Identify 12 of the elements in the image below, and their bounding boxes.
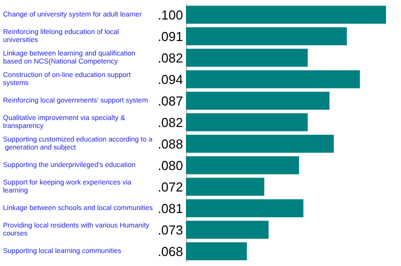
data-label: .073 [158,222,183,238]
data-label: .082 [158,114,183,130]
data-label: .082 [158,50,183,66]
data-label: .072 [158,179,183,194]
data-label: .091 [158,28,183,44]
data-label: .080 [158,158,183,173]
data-label: .087 [158,93,183,108]
data-label: .094 [158,72,183,87]
data-label: .100 [158,7,183,22]
data-label: .081 [158,200,183,216]
data-label: .088 [158,136,183,152]
data-label: .068 [158,244,183,259]
